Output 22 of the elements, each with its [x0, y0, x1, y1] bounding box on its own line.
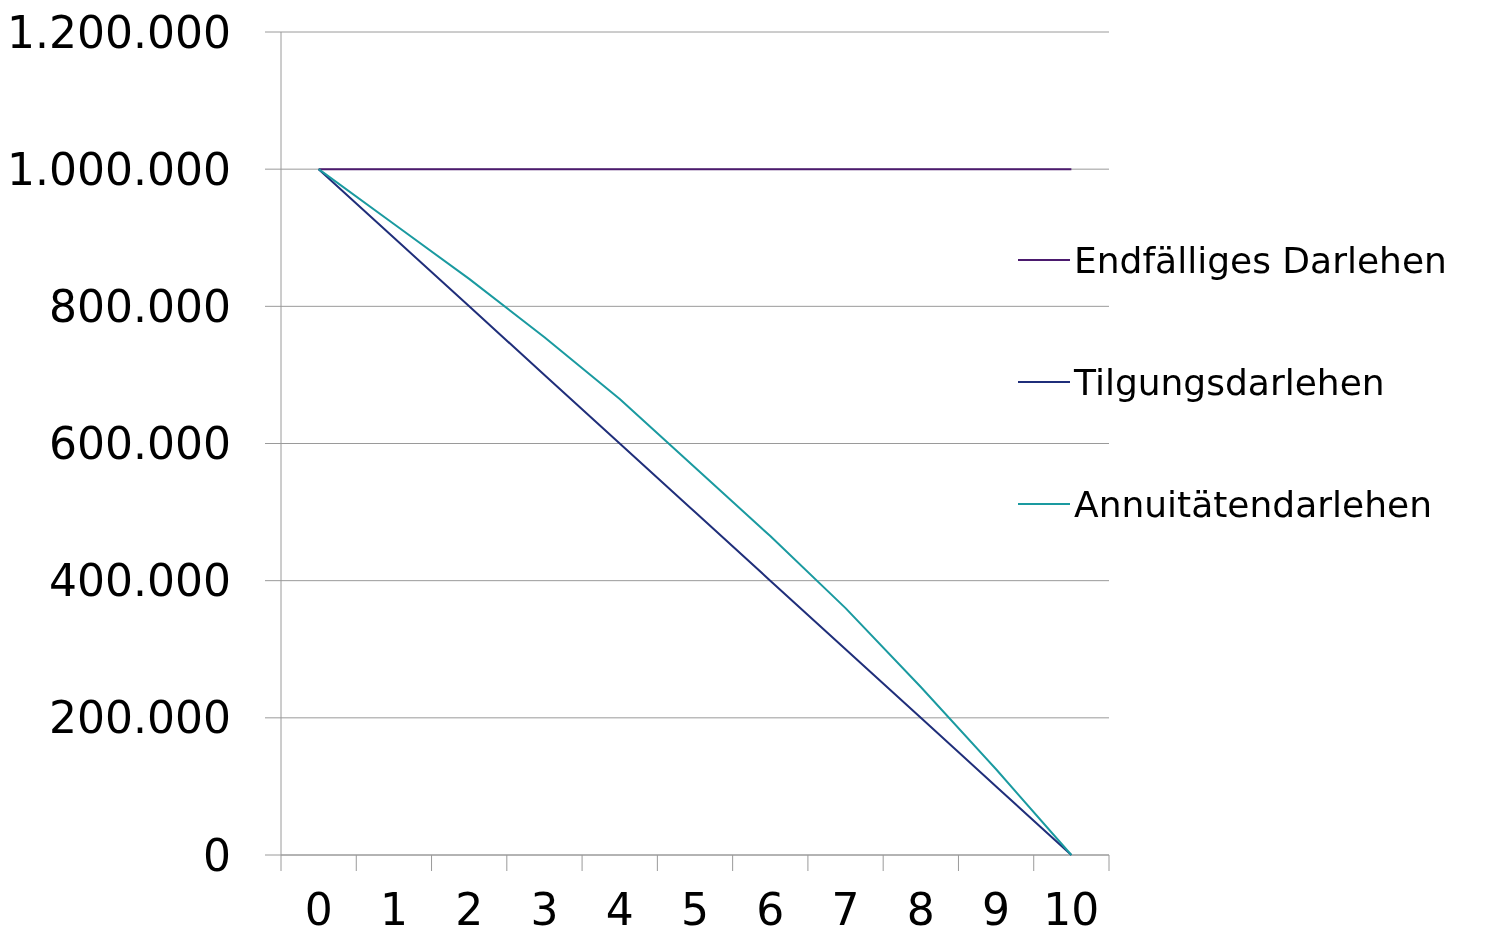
x-tick-label: 8 — [906, 884, 935, 935]
y-tick-label: 1.200.000 — [7, 6, 231, 58]
x-tick-label: 9 — [982, 884, 1011, 935]
x-tick-label: 10 — [1043, 884, 1100, 935]
x-tick-label: 4 — [605, 884, 634, 935]
line-series — [317, 168, 1073, 856]
x-tick-label: 3 — [530, 884, 559, 935]
x-tick-label: 0 — [304, 884, 333, 935]
x-tick-label: 6 — [756, 884, 785, 935]
y-tick-label: 0 — [203, 829, 231, 881]
y-tick-label: 200.000 — [49, 692, 231, 744]
y-tick-label: 1.000.000 — [7, 143, 231, 195]
x-tick-label: 7 — [831, 884, 860, 935]
legend-label: Endfälliges Darlehen — [1074, 239, 1447, 281]
legend-label: Tilgungsdarlehen — [1073, 361, 1385, 403]
legend-label: Annuitätendarlehen — [1074, 483, 1432, 525]
x-tick-label: 1 — [379, 884, 408, 935]
x-tick-label: 5 — [681, 884, 709, 935]
y-tick-label: 800.000 — [49, 280, 231, 332]
y-tick-label: 400.000 — [49, 555, 231, 607]
y-tick-label: 600.000 — [49, 418, 231, 469]
x-tick-label: 2 — [455, 884, 484, 935]
